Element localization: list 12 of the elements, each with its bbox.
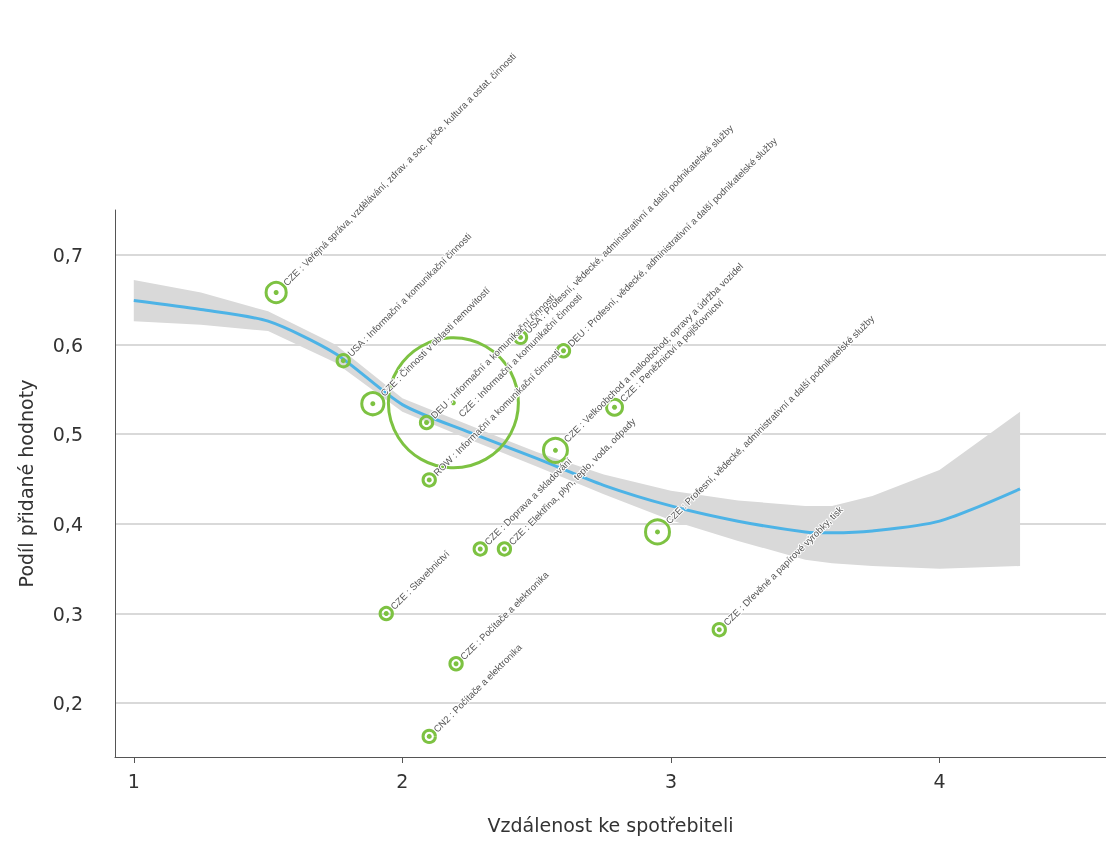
x-axis-title: Vzdálenost ke spotřebiteli xyxy=(487,813,734,836)
x-tick-label: 4 xyxy=(933,769,946,792)
y-tick-label: 0,7 xyxy=(52,243,83,266)
x-tick-label: 1 xyxy=(127,769,140,792)
x-tick-label: 2 xyxy=(396,769,409,792)
y-tick-label: 0,3 xyxy=(52,602,83,625)
y-tick-label: 0,4 xyxy=(52,512,83,535)
y-tick-label: 0,2 xyxy=(52,692,83,715)
y-tick-label: 0,6 xyxy=(52,333,83,356)
x-tick-label: 3 xyxy=(664,769,677,792)
y-axis-title: Podíl přidané hodnoty xyxy=(14,379,37,588)
y-tick-label: 0,5 xyxy=(52,423,83,446)
